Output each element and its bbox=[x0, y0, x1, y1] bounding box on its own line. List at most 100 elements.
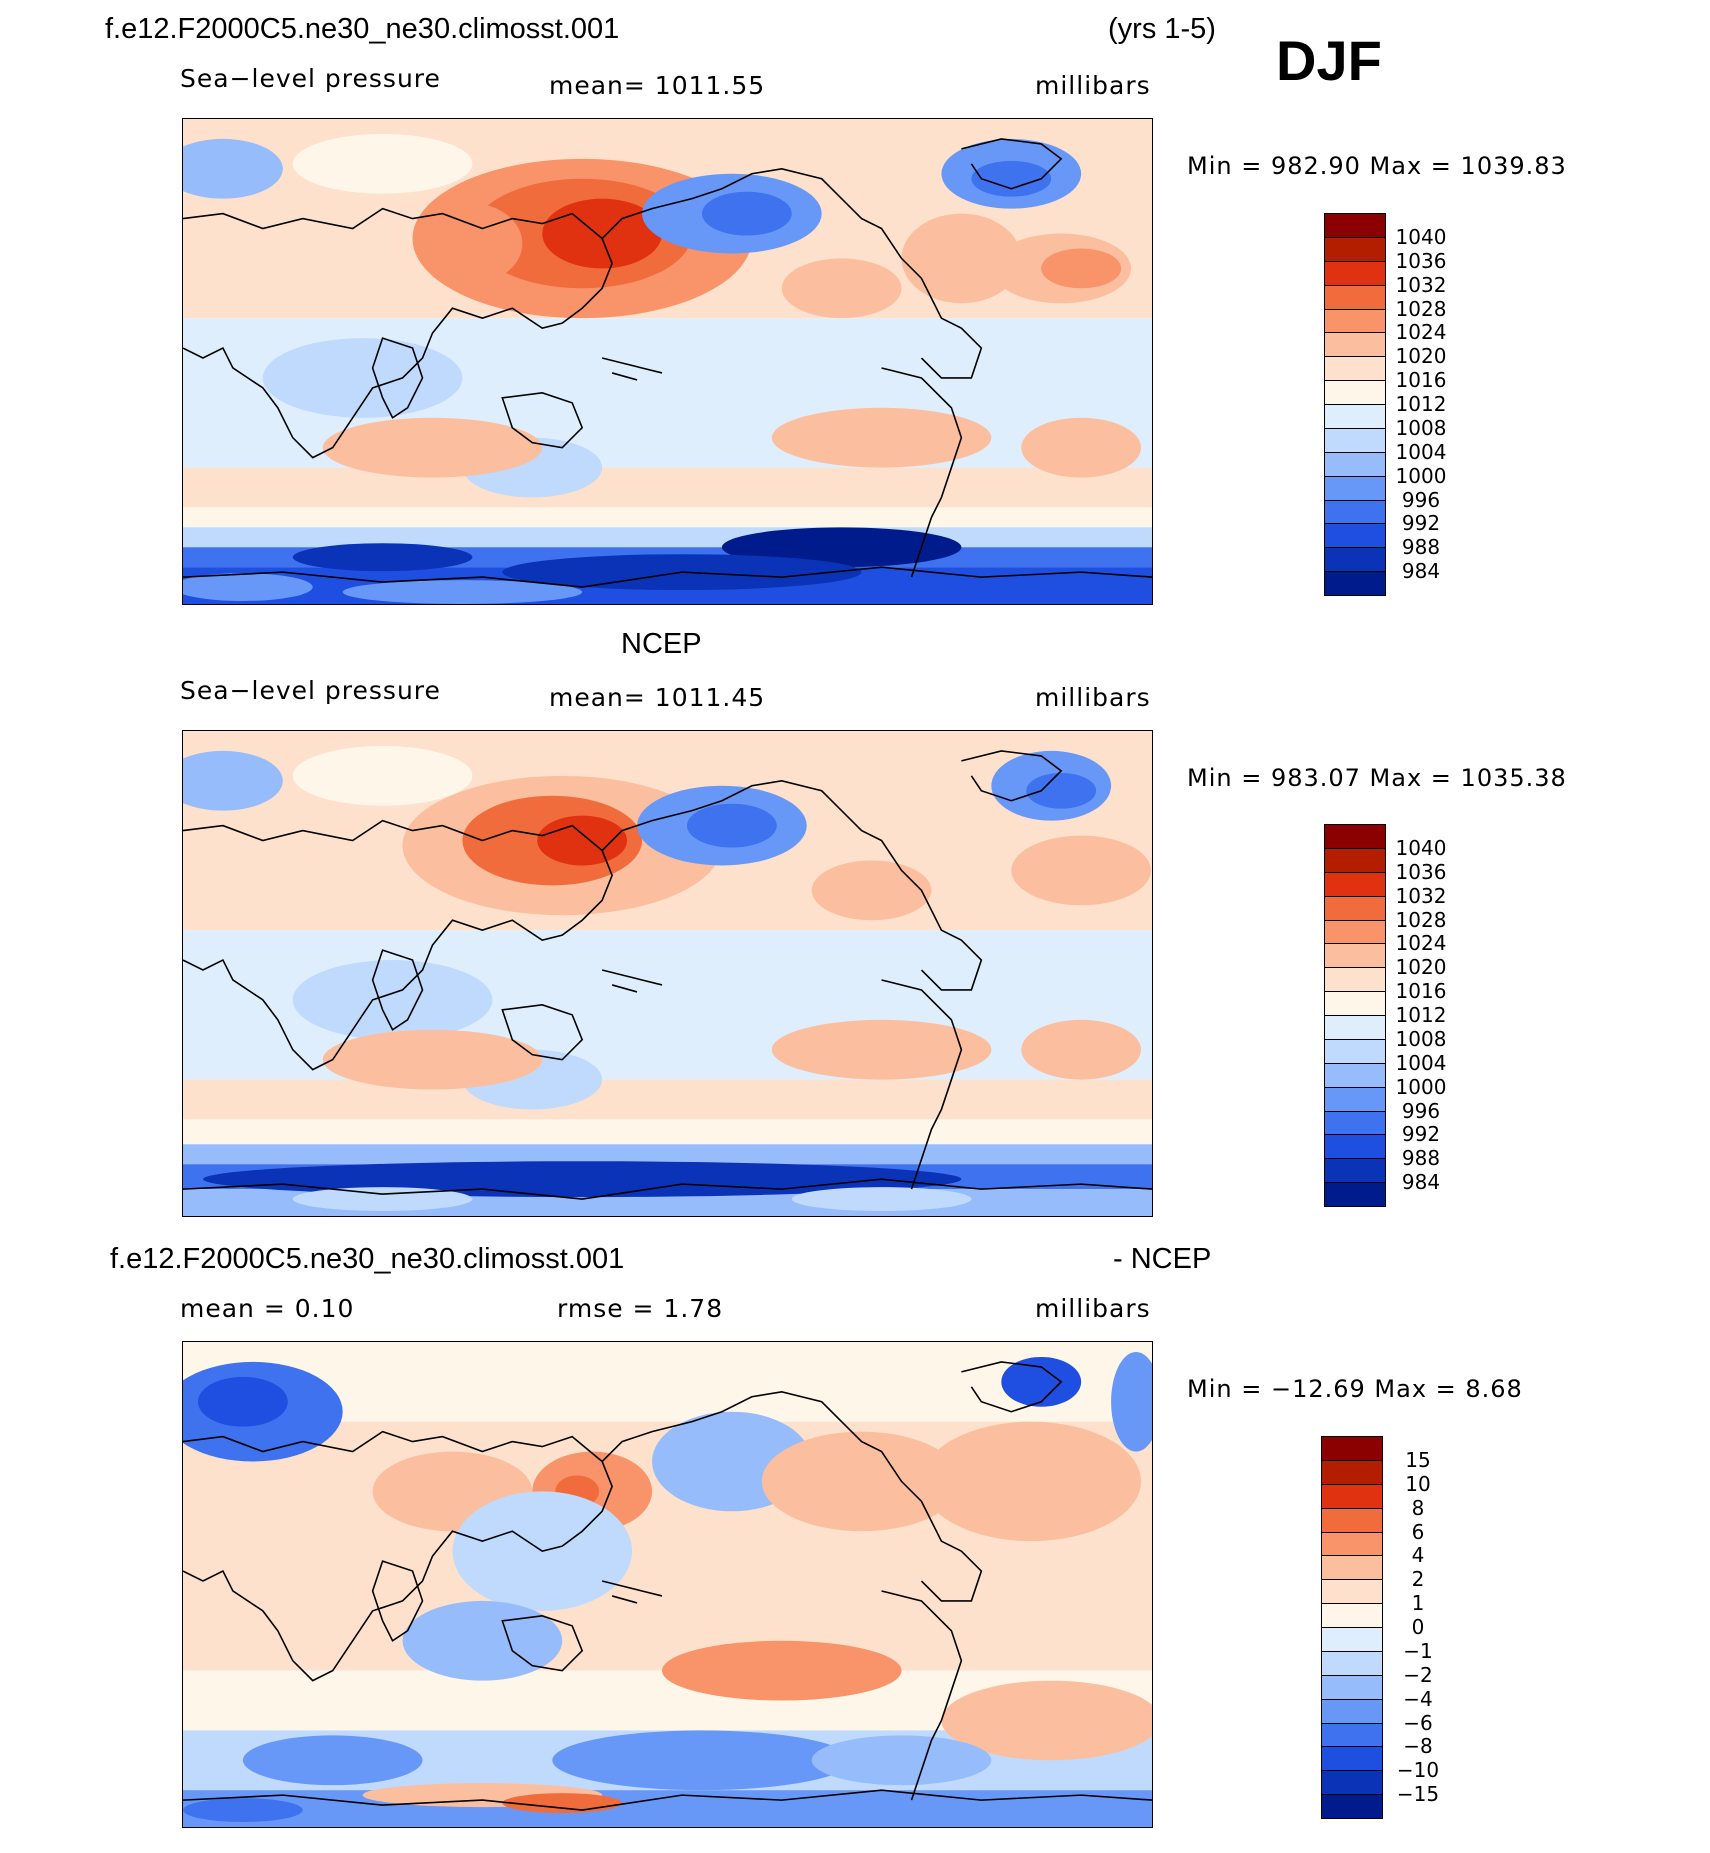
p2-cell bbox=[1011, 835, 1152, 906]
colorbar-swatch bbox=[1324, 1134, 1386, 1160]
panel3-units: millibars bbox=[1035, 1294, 1151, 1323]
p2-cell bbox=[322, 1029, 543, 1090]
panel1-units: millibars bbox=[1035, 71, 1151, 100]
panel3-mean: mean = 0.10 bbox=[180, 1294, 355, 1323]
colorbar-label: −4 bbox=[1403, 1686, 1433, 1711]
panel1-coastline bbox=[601, 357, 663, 381]
p2-cell bbox=[183, 750, 283, 811]
panel3-contour-field bbox=[183, 1342, 1152, 1827]
panel3-header-left: f.e12.F2000C5.ne30_ne30.climosst.001 bbox=[110, 1243, 625, 1275]
colorbar-label: 1008 bbox=[1395, 1026, 1447, 1051]
colorbar-swatch bbox=[1321, 1674, 1383, 1700]
colorbar-label: 4 bbox=[1411, 1543, 1425, 1568]
figure-years: (yrs 1-5) bbox=[1108, 13, 1216, 45]
colorbar-label: −2 bbox=[1403, 1662, 1433, 1687]
p2-cell bbox=[292, 960, 493, 1040]
colorbar-label: 992 bbox=[1401, 1122, 1441, 1147]
colorbar-swatch bbox=[1324, 895, 1386, 921]
colorbar-label: 984 bbox=[1401, 1170, 1441, 1195]
colorbar-label: 2 bbox=[1411, 1567, 1425, 1592]
colorbar-label: 1024 bbox=[1395, 320, 1447, 345]
colorbar-label: 1020 bbox=[1395, 955, 1447, 980]
colorbar-label: −8 bbox=[1403, 1734, 1433, 1759]
p3-band bbox=[183, 1342, 1152, 1422]
colorbar-swatch bbox=[1321, 1531, 1383, 1557]
p2-cell bbox=[1021, 1019, 1142, 1080]
p3-cell bbox=[197, 1376, 288, 1427]
panel1-min-max: Min = 982.90 Max = 1039.83 bbox=[1187, 152, 1567, 180]
colorbar-swatch bbox=[1321, 1436, 1383, 1461]
colorbar-label: 1032 bbox=[1395, 272, 1447, 297]
panel1-coastline bbox=[881, 367, 963, 578]
colorbar-label: 984 bbox=[1401, 559, 1441, 584]
p1-cell bbox=[322, 417, 543, 478]
colorbar-label: −15 bbox=[1396, 1782, 1440, 1807]
panel2-coastline bbox=[961, 750, 1063, 802]
p3-cell bbox=[662, 1640, 902, 1701]
panel2-coastline bbox=[601, 779, 983, 991]
colorbar-swatch bbox=[1324, 967, 1386, 993]
colorbar-swatch bbox=[1321, 1483, 1383, 1509]
figure-title: f.e12.F2000C5.ne30_ne30.climosst.001 bbox=[105, 13, 620, 45]
panel1-coastlines bbox=[183, 138, 1152, 588]
colorbar-label: 996 bbox=[1401, 487, 1441, 512]
colorbar-label: 1012 bbox=[1395, 1003, 1447, 1027]
colorbar-label: 1020 bbox=[1395, 344, 1447, 369]
p3-cell bbox=[1001, 1356, 1082, 1407]
colorbar-swatch bbox=[1324, 380, 1386, 405]
p2-band bbox=[183, 1144, 1152, 1165]
panel2-variable: Sea−level pressure bbox=[180, 676, 441, 705]
colorbar-label: 0 bbox=[1411, 1615, 1425, 1639]
panel3-header-right: - NCEP bbox=[1113, 1243, 1212, 1275]
panel2-units: millibars bbox=[1035, 683, 1151, 712]
p2-cell bbox=[537, 815, 628, 866]
panel1-contour-field bbox=[183, 119, 1152, 604]
colorbar-label: 10 bbox=[1405, 1471, 1431, 1496]
panel1-coastline bbox=[601, 167, 983, 379]
colorbar-swatch bbox=[1324, 571, 1386, 596]
colorbar-swatch bbox=[1324, 847, 1386, 873]
colorbar-label: 1040 bbox=[1395, 224, 1447, 249]
p3-cell bbox=[552, 1730, 852, 1791]
p1-cell bbox=[422, 203, 523, 284]
colorbar-swatch bbox=[1321, 1459, 1383, 1485]
p2-band bbox=[183, 1119, 1152, 1145]
p1-cell bbox=[771, 407, 992, 468]
colorbar-swatch bbox=[1321, 1603, 1383, 1628]
colorbar-swatch bbox=[1324, 1015, 1386, 1040]
colorbar-label: 1008 bbox=[1395, 415, 1447, 440]
panel1-variable: Sea−level pressure bbox=[180, 64, 441, 93]
p1-cell bbox=[1041, 248, 1122, 289]
p2-cell bbox=[791, 1187, 972, 1212]
colorbar-label: 988 bbox=[1401, 1146, 1441, 1171]
colorbar-swatch bbox=[1324, 824, 1386, 849]
panel2-min-max: Min = 983.07 Max = 1035.38 bbox=[1187, 764, 1567, 792]
p2-band bbox=[183, 1079, 1152, 1120]
colorbar-swatch bbox=[1324, 499, 1386, 525]
colorbar-swatch bbox=[1324, 1062, 1386, 1088]
p1-cell bbox=[183, 138, 283, 199]
panel2-coastline bbox=[881, 979, 963, 1190]
p1-cell bbox=[701, 191, 792, 236]
colorbar-swatch bbox=[1321, 1555, 1383, 1581]
panel3-coastline bbox=[183, 1430, 613, 1682]
p1-cell bbox=[292, 133, 473, 194]
panel2-colorbar: 1040 1036 1032 1028 1024 1020 1016 1012 1008 1004… bbox=[1324, 824, 1446, 1207]
season-label: DJF bbox=[1276, 29, 1382, 92]
colorbar-label: 1004 bbox=[1395, 1050, 1447, 1075]
colorbar-label: 1012 bbox=[1395, 392, 1447, 416]
p3-cell bbox=[402, 1600, 563, 1681]
colorbar-swatch bbox=[1324, 427, 1386, 453]
colorbar-swatch bbox=[1324, 260, 1386, 286]
p3-cell bbox=[921, 1421, 1142, 1542]
colorbar-label: −10 bbox=[1396, 1758, 1440, 1783]
panel3-coastline bbox=[601, 1580, 663, 1604]
colorbar-label: 1024 bbox=[1395, 931, 1447, 956]
panel3-contours bbox=[183, 1342, 1152, 1827]
colorbar-label: 1000 bbox=[1395, 1074, 1447, 1099]
panel1-contours bbox=[183, 119, 1152, 604]
panel2-coastline bbox=[601, 969, 663, 993]
colorbar-label: 992 bbox=[1401, 511, 1441, 536]
panel3-colorbar: 15 10 8 6 4 2 1 0 −1 −2 −4 −6 −8 −10 −15 bbox=[1321, 1436, 1439, 1819]
p1-cell bbox=[971, 160, 1052, 197]
